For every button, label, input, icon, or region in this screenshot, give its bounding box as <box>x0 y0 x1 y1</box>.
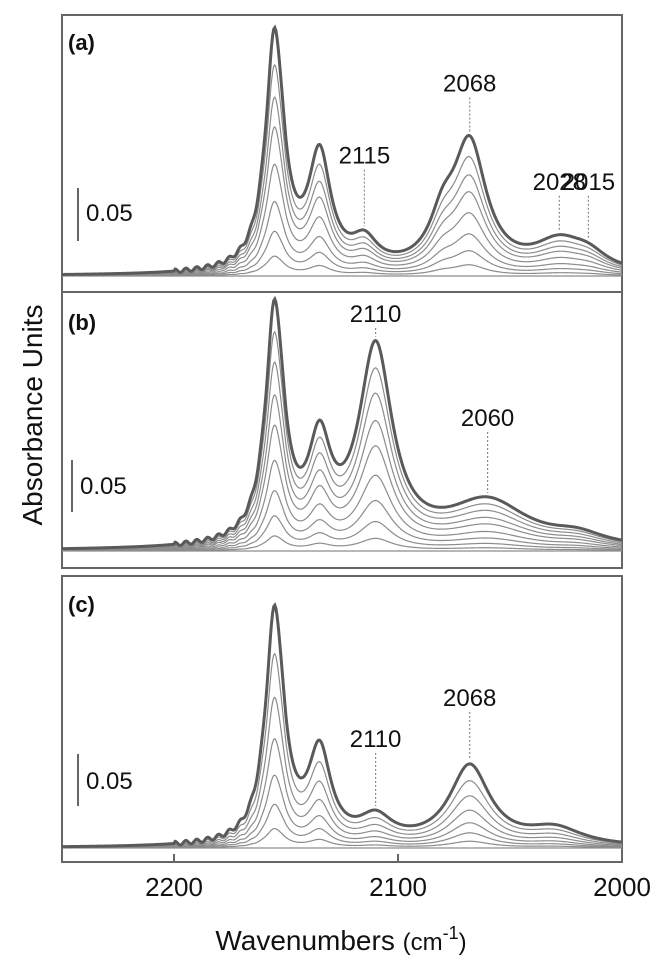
peak-label: 2060 <box>461 405 514 432</box>
x-axis-title-exponent: -1 <box>443 923 459 943</box>
peak-label: 2028 <box>533 169 586 196</box>
peak-label: 2068 <box>443 685 496 712</box>
peak-label: 2110 <box>350 301 402 328</box>
peak-label: 2115 <box>339 143 391 170</box>
panel-c-tag: (c) <box>68 592 95 617</box>
spectrum-trace <box>61 424 623 551</box>
x-tick-label: 2000 <box>593 872 651 902</box>
x-axis-title-unit: (cm <box>403 929 443 956</box>
spectrum-trace <box>62 737 623 848</box>
spectrum-trace <box>62 200 623 277</box>
panel-b-scale-label: 0.05 <box>80 473 127 500</box>
panel-c-annotations: 2110 2068 <box>350 685 496 806</box>
x-axis-title-close: ) <box>459 929 467 956</box>
spectrum-trace <box>61 330 623 550</box>
peak-label: 2015 <box>562 169 615 196</box>
spectrum-trace <box>61 295 623 551</box>
panel-a-scale-label: 0.05 <box>86 200 133 227</box>
panel-c-frame <box>61 575 623 863</box>
x-tick-label: 2100 <box>369 872 427 902</box>
panel-b-annotations: 2110 2060 <box>350 301 514 493</box>
spectrum-trace <box>61 652 623 848</box>
x-axis: 2200 2100 2000 <box>145 854 651 902</box>
panel-c-traces <box>61 601 623 849</box>
spectrum-trace <box>62 774 623 849</box>
x-axis-title: Wavenumbers (cm-1) <box>215 923 466 956</box>
peak-label: 2068 <box>443 71 496 98</box>
spectrum-trace <box>61 459 623 551</box>
spectrum-trace <box>61 489 623 552</box>
y-axis-title: Absorbance Units <box>17 304 48 525</box>
peak-label: 2110 <box>350 726 402 753</box>
panel-b-tag: (b) <box>68 310 96 335</box>
spectrum-trace <box>61 393 623 551</box>
spectrum-trace <box>61 601 623 849</box>
panel-b-frame <box>61 291 623 569</box>
x-axis-title-main: Wavenumbers <box>215 925 394 956</box>
spectrum-trace <box>61 24 623 276</box>
panel-b-traces <box>61 295 623 552</box>
panel-c-scale-label: 0.05 <box>86 768 133 795</box>
panel-a-traces <box>61 24 623 277</box>
panel-a-tag: (a) <box>68 30 95 55</box>
x-tick-label: 2200 <box>145 872 203 902</box>
